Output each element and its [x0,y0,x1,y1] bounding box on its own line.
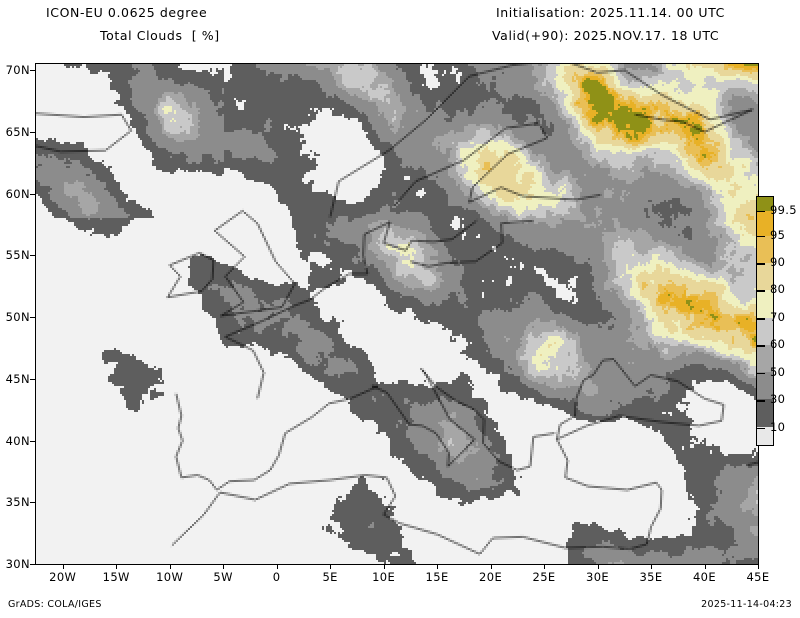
latitude-tick-mark [30,378,35,380]
colorbar-tick-label: 10 [770,419,786,434]
longitude-tick-label: 15E [425,570,449,584]
latitude-tick-mark [30,317,35,319]
colorbar-segment [757,211,773,237]
colorbar-tick-mark [756,235,765,237]
colorbar-segment [757,317,773,345]
latitude-tick-mark [30,502,35,504]
latitude-tick-mark [30,255,35,257]
initialisation-time: Initialisation: 2025.11.14. 00 UTC [496,5,725,20]
longitude-tick-mark [330,564,332,569]
cloud-cover-raster [36,64,758,564]
latitude-tick-mark [30,440,35,442]
longitude-tick-label: 5W [213,570,233,584]
latitude-tick-label: 35N [5,495,30,510]
source-credit: GrADS: COLA/IGES [8,599,102,610]
longitude-tick-mark [276,564,278,569]
longitude-tick-label: 20W [49,570,77,584]
latitude-tick-label: 45N [5,371,30,386]
latitude-tick-mark [30,131,35,133]
latitude-tick-label: 55N [5,248,30,263]
colorbar-tick-label: 80 [770,282,786,296]
colorbar-tick-label: 95 [770,227,786,242]
colorbar-tick-mark [756,400,765,402]
longitude-tick-label: 45E [746,570,770,584]
colorbar-tick-mark [756,290,765,292]
colorbar-segment [757,399,773,427]
colorbar-tick-label: 99.5 [770,202,797,217]
colorbar-tick-mark [756,318,765,320]
latitude-tick-label: 70N [5,63,30,78]
longitude-tick-mark [116,564,118,569]
longitude-tick-mark [383,564,385,569]
latitude-tick-label: 30N [5,557,30,571]
colorbar-tick-label: 30 [770,392,786,406]
longitude-tick-mark [437,564,439,569]
colorbar [756,196,774,446]
colorbar-tick-mark [756,427,765,429]
longitude-tick-mark [62,564,64,569]
longitude-tick-mark [544,564,546,569]
longitude-tick-mark [223,564,225,569]
longitude-tick-mark [490,564,492,569]
colorbar-segment [757,426,773,445]
longitude-tick-label: 20E [479,570,503,584]
longitude-tick-label: 0 [272,570,281,584]
colorbar-tick-mark [756,372,765,374]
map-plot-area [35,63,759,565]
latitude-tick-mark [30,193,35,195]
colorbar-segment [757,197,773,212]
colorbar-tick-mark [756,210,765,212]
latitude-tick-label: 65N [5,124,30,139]
longitude-tick-mark [651,564,653,569]
colorbar-segment [757,263,773,291]
longitude-tick-label: 5E [322,570,338,584]
longitude-tick-label: 40E [692,570,717,584]
colorbar-tick-mark [756,263,765,265]
colorbar-tick-label: 70 [770,310,786,324]
colorbar-segment [757,344,773,373]
longitude-tick-label: 25E [532,570,556,584]
latitude-tick-label: 40N [5,433,30,448]
field-title: Total Clouds [ %] [100,28,220,43]
valid-time: Valid(+90): 2025.NOV.17. 18 UTC [492,28,720,43]
latitude-tick-label: 60N [5,186,30,201]
longitude-tick-label: 10E [372,570,396,584]
model-title: ICON-EU 0.0625 degree [46,5,208,20]
colorbar-segment [757,372,773,400]
colorbar-segment [757,236,773,264]
latitude-tick-label: 50N [5,310,30,325]
render-timestamp: 2025-11-14-04:23 [701,599,792,610]
longitude-tick-label: 35E [639,570,663,584]
longitude-tick-label: 15W [102,570,130,584]
colorbar-tick-label: 60 [770,337,786,351]
longitude-tick-label: 30E [585,570,610,584]
colorbar-segment [757,290,773,318]
longitude-tick-mark [758,564,759,569]
longitude-tick-label: 10W [156,570,184,584]
latitude-tick-mark [30,564,35,565]
longitude-tick-mark [169,564,171,569]
longitude-tick-mark [597,564,599,569]
latitude-tick-mark [30,70,35,72]
colorbar-tick-mark [756,345,765,347]
longitude-tick-mark [704,564,706,569]
colorbar-tick-label: 90 [770,255,786,269]
colorbar-tick-label: 50 [770,364,786,379]
